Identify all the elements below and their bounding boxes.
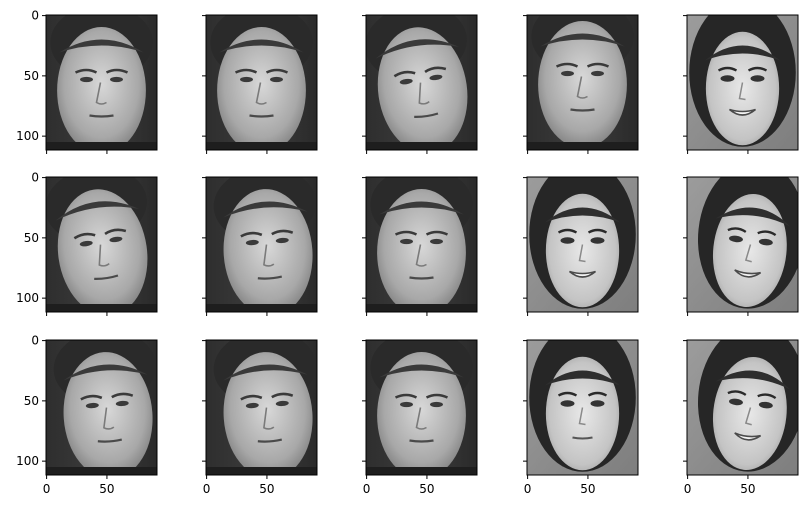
axes-frame <box>365 14 478 151</box>
panels: 0 50 100 0 50 100 0 50 100 0 50 0 50 0 50 0 50 0 50 <box>16 9 799 496</box>
y-tick-label: 50 <box>24 394 39 408</box>
face-image <box>687 340 798 475</box>
axes-frame <box>45 176 158 313</box>
face-image <box>46 340 157 475</box>
face-image <box>687 15 798 150</box>
y-tick-label: 100 <box>16 129 39 143</box>
face-panel-r0-c3 <box>523 14 639 154</box>
face-image <box>206 15 317 150</box>
face-image <box>527 177 638 312</box>
y-tick-label: 50 <box>24 231 39 245</box>
face-image <box>527 340 638 475</box>
face-panel-r2-c1: 0 50 <box>202 339 318 496</box>
face-panel-r0-c2 <box>362 14 478 154</box>
face-panel-r0-c1 <box>202 14 318 154</box>
face-image <box>527 15 638 150</box>
y-tick-label: 100 <box>16 454 39 468</box>
axes-frame <box>686 14 799 151</box>
axes-frame <box>526 14 639 151</box>
face-panel-r1-c1 <box>202 176 318 316</box>
face-image <box>46 177 157 312</box>
x-tick-label: 0 <box>43 482 51 496</box>
axes-frame <box>205 176 318 313</box>
axes-frame <box>45 339 158 476</box>
face-panel-r2-c3: 0 50 <box>523 339 639 496</box>
axes-frame <box>365 339 478 476</box>
face-image <box>46 15 157 150</box>
face-image <box>206 177 317 312</box>
y-tick-label: 0 <box>31 171 39 185</box>
y-tick-label: 0 <box>31 334 39 348</box>
x-tick-label: 50 <box>259 482 274 496</box>
x-tick-label: 0 <box>684 482 692 496</box>
face-panel-r1-c2 <box>362 176 478 316</box>
face-image <box>366 340 477 475</box>
axes-frame <box>686 176 799 313</box>
axes-frame <box>365 176 478 313</box>
axes-frame <box>45 14 158 151</box>
face-image <box>366 177 477 312</box>
axes-frame <box>205 14 318 151</box>
x-tick-label: 0 <box>363 482 371 496</box>
face-panel-r2-c0: 0 50 100 0 50 <box>16 334 158 496</box>
y-tick-label: 50 <box>24 69 39 83</box>
axes-frame <box>526 176 639 313</box>
face-image <box>366 15 477 150</box>
face-panel-r1-c0: 0 50 100 <box>16 171 158 316</box>
face-image <box>687 177 798 312</box>
face-panel-r2-c2: 0 50 <box>362 339 478 496</box>
x-tick-label: 50 <box>580 482 595 496</box>
face-panel-r1-c3 <box>523 176 639 316</box>
face-panel-r0-c0: 0 50 100 <box>16 9 158 154</box>
axes-frame <box>526 339 639 476</box>
x-tick-label: 50 <box>99 482 114 496</box>
face-panel-r1-c4 <box>683 176 799 316</box>
x-tick-label: 50 <box>740 482 755 496</box>
face-panel-r2-c4: 0 50 <box>683 339 799 496</box>
axes-frame <box>205 339 318 476</box>
x-tick-label: 50 <box>419 482 434 496</box>
y-tick-label: 100 <box>16 291 39 305</box>
x-tick-label: 0 <box>524 482 532 496</box>
x-tick-label: 0 <box>203 482 211 496</box>
axes-frame <box>686 339 799 476</box>
face-image <box>206 340 317 475</box>
face-panel-r0-c4 <box>683 14 799 154</box>
y-tick-label: 0 <box>31 9 39 23</box>
